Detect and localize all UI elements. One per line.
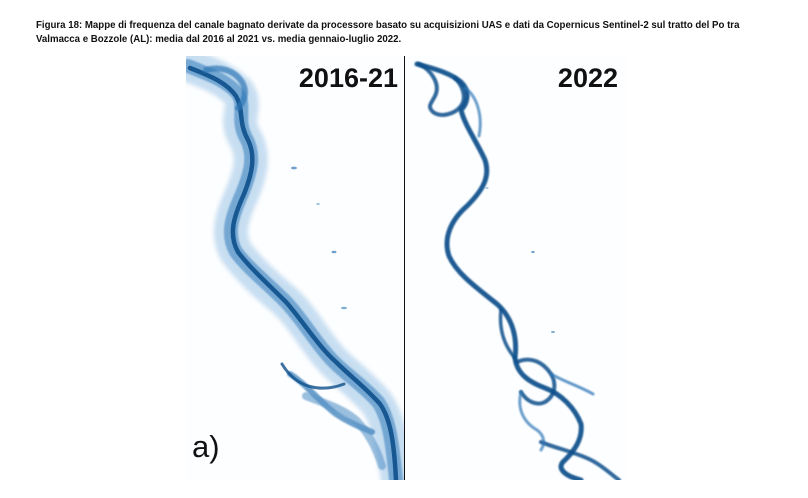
- panel-year-label: 2016-21: [298, 63, 398, 93]
- channel-braid-arm-3: [549, 372, 595, 396]
- wet-channel-map-2016-21: [186, 56, 404, 480]
- map-panel-2022: 2022: [405, 56, 626, 480]
- channel-upper-arm: [463, 86, 482, 138]
- wet-channel-map-2022: [414, 61, 621, 480]
- pond-mark: [331, 250, 337, 254]
- channel-braid-arm-2: [515, 357, 557, 406]
- channel-braid-arm-2: [302, 392, 386, 470]
- channel-braid-arm-4: [539, 440, 621, 480]
- pond-mark: [485, 187, 489, 189]
- panel-year-label: 2022: [557, 63, 618, 93]
- panel-letter: a): [192, 429, 220, 464]
- pond-mark: [316, 203, 320, 205]
- pond-mark: [531, 251, 535, 253]
- channel-braid-arm-1: [498, 308, 517, 360]
- map-panel-2016-21: 2016-21 a): [186, 56, 404, 480]
- pond-mark: [341, 306, 347, 310]
- panel-divider: [404, 56, 405, 480]
- channel-main-thread: [414, 61, 584, 480]
- channel-upper-branch: [203, 65, 248, 111]
- figure-caption: Figura 18: Mappe di frequenza del canale…: [36, 20, 740, 45]
- channel-braid-arm-5: [518, 390, 546, 452]
- channel-diffuse-band: [186, 56, 404, 480]
- channel-braid-arm-3: [280, 362, 346, 390]
- channel-medium-band: [186, 59, 403, 480]
- pond-mark: [291, 166, 297, 170]
- pond-mark: [551, 331, 555, 333]
- channel-main-thread: [187, 65, 399, 480]
- river-frequency-figure: 2016-21 a) 2022: [186, 56, 626, 480]
- channel-upper-loop: [417, 62, 466, 117]
